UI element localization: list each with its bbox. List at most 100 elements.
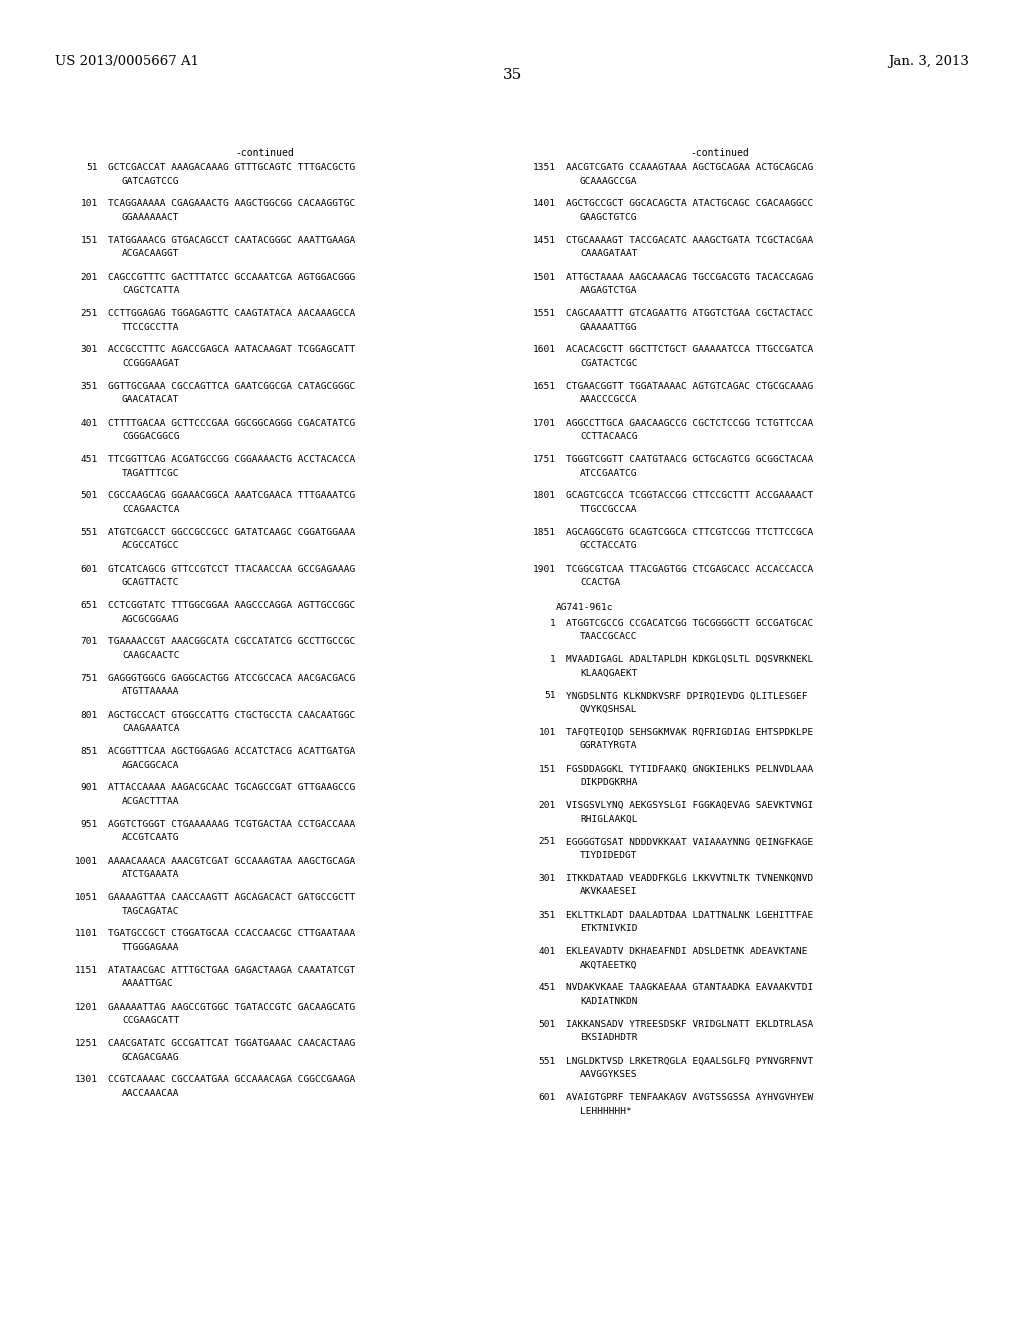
Text: 1001: 1001 [75,857,98,866]
Text: 101: 101 [81,199,98,209]
Text: 251: 251 [81,309,98,318]
Text: AGCGCGGAAG: AGCGCGGAAG [122,615,179,623]
Text: GAGGGTGGCG GAGGCACTGG ATCCGCCACA AACGACGACG: GAGGGTGGCG GAGGCACTGG ATCCGCCACA AACGACG… [108,675,355,682]
Text: GCAGTCGCCA TCGGTACCGG CTTCCGCTTT ACCGAAAACT: GCAGTCGCCA TCGGTACCGG CTTCCGCTTT ACCGAAA… [566,491,813,500]
Text: AG741-961c: AG741-961c [556,603,613,612]
Text: CCTCGGTATC TTTGGCGGAA AAGCCCAGGA AGTTGCCGGC: CCTCGGTATC TTTGGCGGAA AAGCCCAGGA AGTTGCC… [108,601,355,610]
Text: 851: 851 [81,747,98,756]
Text: ATTGCTAAAA AAGCAAACAG TGCCGACGTG TACACCAGAG: ATTGCTAAAA AAGCAAACAG TGCCGACGTG TACACCA… [566,272,813,281]
Text: ACGACTTTAA: ACGACTTTAA [122,797,179,807]
Text: CCGTCAAAAC CGCCAATGAA GCCAAACAGA CGGCCGAAGA: CCGTCAAAAC CGCCAATGAA GCCAAACAGA CGGCCGA… [108,1076,355,1085]
Text: DIKPDGKRHA: DIKPDGKRHA [580,777,638,787]
Text: 1051: 1051 [75,894,98,902]
Text: CCTTACAACG: CCTTACAACG [580,432,638,441]
Text: GGAAAAAACT: GGAAAAAACT [122,213,179,222]
Text: AKQTAEETKQ: AKQTAEETKQ [580,961,638,969]
Text: AAVGGYKSES: AAVGGYKSES [580,1071,638,1078]
Text: US 2013/0005667 A1: US 2013/0005667 A1 [55,55,199,69]
Text: TAACCGCACC: TAACCGCACC [580,632,638,642]
Text: 1701: 1701 [534,418,556,428]
Text: 701: 701 [81,638,98,647]
Text: VISGSVLYNQ AEKGSYSLGI FGGKAQEVAG SAEVKTVNGI: VISGSVLYNQ AEKGSYSLGI FGGKAQEVAG SAEVKTV… [566,801,813,810]
Text: 101: 101 [539,729,556,737]
Text: TTCGGTTCAG ACGATGCCGG CGGAAAACTG ACCTACACCA: TTCGGTTCAG ACGATGCCGG CGGAAAACTG ACCTACA… [108,455,355,465]
Text: KLAAQGAEKT: KLAAQGAEKT [580,668,638,677]
Text: 1451: 1451 [534,236,556,246]
Text: GCAGTTACTC: GCAGTTACTC [122,578,179,587]
Text: 601: 601 [81,565,98,573]
Text: 1101: 1101 [75,929,98,939]
Text: CCTTGGAGAG TGGAGAGTTC CAAGTATACA AACAAAGCCA: CCTTGGAGAG TGGAGAGTTC CAAGTATACA AACAAAG… [108,309,355,318]
Text: TAGCAGATAC: TAGCAGATAC [122,907,179,916]
Text: 1301: 1301 [75,1076,98,1085]
Text: 1351: 1351 [534,162,556,172]
Text: ATGGTCGCCG CCGACATCGG TGCGGGGCTT GCCGATGCAC: ATGGTCGCCG CCGACATCGG TGCGGGGCTT GCCGATG… [566,619,813,627]
Text: TGGGTCGGTT CAATGTAACG GCTGCAGTCG GCGGCTACAA: TGGGTCGGTT CAATGTAACG GCTGCAGTCG GCGGCTA… [566,455,813,465]
Text: MVAADIGAGL ADALTAPLDH KDKGLQSLTL DQSVRKNEKL: MVAADIGAGL ADALTAPLDH KDKGLQSLTL DQSVRKN… [566,655,813,664]
Text: AACCAAACAA: AACCAAACAA [122,1089,179,1098]
Text: TAGATTTCGC: TAGATTTCGC [122,469,179,478]
Text: GAAAAATTGG: GAAAAATTGG [580,322,638,331]
Text: TTCCGCCTTA: TTCCGCCTTA [122,322,179,331]
Text: AGACGGCACA: AGACGGCACA [122,760,179,770]
Text: 351: 351 [539,911,556,920]
Text: GAACATACAT: GAACATACAT [122,396,179,404]
Text: CCGAAGCATT: CCGAAGCATT [122,1016,179,1026]
Text: 35: 35 [503,69,521,82]
Text: EGGGGTGSAT NDDDVKKAAT VAIAAAYNNG QEINGFKAGE: EGGGGTGSAT NDDDVKKAAT VAIAAAYNNG QEINGFK… [566,837,813,846]
Text: EKLEAVADTV DKHAEAFNDI ADSLDETNK ADEAVKTANE: EKLEAVADTV DKHAEAFNDI ADSLDETNK ADEAVKTA… [566,946,808,956]
Text: ACGGTTTCAA AGCTGGAGAG ACCATCTACG ACATTGATGA: ACGGTTTCAA AGCTGGAGAG ACCATCTACG ACATTGA… [108,747,355,756]
Text: GCAGACGAAG: GCAGACGAAG [122,1052,179,1061]
Text: CGCCAAGCAG GGAAACGGCA AAATCGAACA TTTGAAATCG: CGCCAAGCAG GGAAACGGCA AAATCGAACA TTTGAAA… [108,491,355,500]
Text: 351: 351 [81,381,98,391]
Text: 1801: 1801 [534,491,556,500]
Text: 1501: 1501 [534,272,556,281]
Text: 951: 951 [81,820,98,829]
Text: CGATACTCGC: CGATACTCGC [580,359,638,368]
Text: ITKKDATAAD VEADDFKGLG LKKVVTNLTK TVNENKQNVD: ITKKDATAAD VEADDFKGLG LKKVVTNLTK TVNENKQ… [566,874,813,883]
Text: AGCTGCCGCT GGCACAGCTA ATACTGCAGC CGACAAGGCC: AGCTGCCGCT GGCACAGCTA ATACTGCAGC CGACAAG… [566,199,813,209]
Text: CAAGAAATCA: CAAGAAATCA [122,723,179,733]
Text: FGSDDAGGKL TYTIDFAAKQ GNGKIEHLKS PELNVDLAAA: FGSDDAGGKL TYTIDFAAKQ GNGKIEHLKS PELNVDL… [566,764,813,774]
Text: LEHHHHHH*: LEHHHHHH* [580,1106,632,1115]
Text: ATTACCAAAA AAGACGCAAC TGCAGCCGAT GTTGAAGCCG: ATTACCAAAA AAGACGCAAC TGCAGCCGAT GTTGAAG… [108,784,355,792]
Text: GCTCGACCAT AAAGACAAAG GTTTGCAGTC TTTGACGCTG: GCTCGACCAT AAAGACAAAG GTTTGCAGTC TTTGACG… [108,162,355,172]
Text: GAAGCTGTCG: GAAGCTGTCG [580,213,638,222]
Text: 1901: 1901 [534,565,556,573]
Text: EKSIADHDTR: EKSIADHDTR [580,1034,638,1043]
Text: 551: 551 [81,528,98,537]
Text: 451: 451 [539,983,556,993]
Text: AKVKAAESEI: AKVKAAESEI [580,887,638,896]
Text: 1: 1 [550,619,556,627]
Text: CCAGAACTCA: CCAGAACTCA [122,506,179,513]
Text: 251: 251 [539,837,556,846]
Text: CCACTGA: CCACTGA [580,578,621,587]
Text: 901: 901 [81,784,98,792]
Text: CAAGCAACTC: CAAGCAACTC [122,651,179,660]
Text: GAAAAATTAG AAGCCGTGGC TGATACCGTC GACAAGCATG: GAAAAATTAG AAGCCGTGGC TGATACCGTC GACAAGC… [108,1002,355,1011]
Text: 401: 401 [81,418,98,428]
Text: YNGDSLNTG KLKNDKVSRF DPIRQIEVDG QLITLESGEF: YNGDSLNTG KLKNDKVSRF DPIRQIEVDG QLITLESG… [566,692,808,701]
Text: GCCTACCATG: GCCTACCATG [580,541,638,550]
Text: CAGCTCATTA: CAGCTCATTA [122,286,179,294]
Text: CGGGACGGCG: CGGGACGGCG [122,432,179,441]
Text: GATCAGTCCG: GATCAGTCCG [122,177,179,186]
Text: TGAAAACCGT AAACGGCATA CGCCATATCG GCCTTGCCGC: TGAAAACCGT AAACGGCATA CGCCATATCG GCCTTGC… [108,638,355,647]
Text: 301: 301 [539,874,556,883]
Text: 801: 801 [81,710,98,719]
Text: TATGGAAACG GTGACAGCCT CAATACGGGC AAATTGAAGA: TATGGAAACG GTGACAGCCT CAATACGGGC AAATTGA… [108,236,355,246]
Text: ATATAACGAC ATTTGCTGAA GAGACTAAGA CAAATATCGT: ATATAACGAC ATTTGCTGAA GAGACTAAGA CAAATAT… [108,966,355,975]
Text: ATCCGAATCG: ATCCGAATCG [580,469,638,478]
Text: 1: 1 [550,655,556,664]
Text: KADIATNKDN: KADIATNKDN [580,997,638,1006]
Text: AAAACAAACA AAACGTCGAT GCCAAAGTAA AAGCTGCAGA: AAAACAAACA AAACGTCGAT GCCAAAGTAA AAGCTGC… [108,857,355,866]
Text: 451: 451 [81,455,98,465]
Text: Jan. 3, 2013: Jan. 3, 2013 [888,55,969,69]
Text: ACGACAAGGT: ACGACAAGGT [122,249,179,259]
Text: 401: 401 [539,946,556,956]
Text: NVDAKVKAAE TAAGKAEAAA GTANTAADKA EAVAAKVTDI: NVDAKVKAAE TAAGKAEAAA GTANTAADKA EAVAAKV… [566,983,813,993]
Text: -continued: -continued [690,148,750,158]
Text: IAKKANSADV YTREESDSKF VRIDGLNATT EKLDTRLASA: IAKKANSADV YTREESDSKF VRIDGLNATT EKLDTRL… [566,1020,813,1030]
Text: 51: 51 [545,692,556,701]
Text: TIYDIDEDGT: TIYDIDEDGT [580,851,638,861]
